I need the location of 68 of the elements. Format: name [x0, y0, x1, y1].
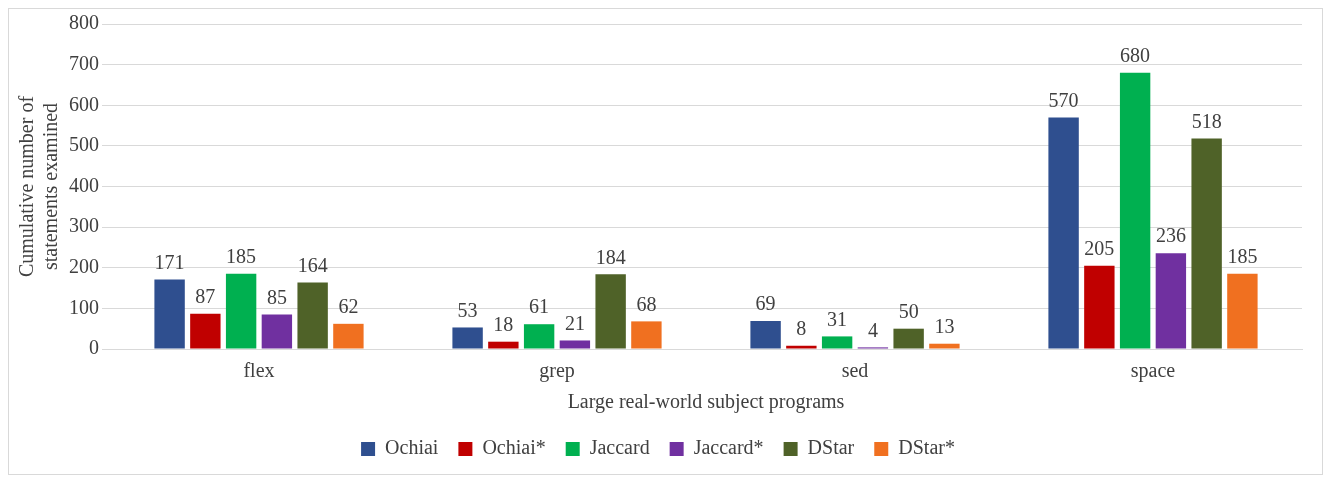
bar [523, 324, 555, 349]
bar [750, 320, 781, 349]
bar [261, 314, 293, 349]
bar [225, 273, 257, 349]
data-label: 171 [154, 250, 185, 273]
legend-label: Ochiai* [482, 436, 546, 459]
y-tick-label: 0 [89, 336, 99, 359]
y-tick-label: 200 [69, 255, 99, 277]
y-tick-label: 600 [69, 92, 99, 115]
y-tick-label: 400 [69, 173, 99, 196]
data-label: 87 [195, 284, 216, 307]
y-tick-label: 700 [69, 51, 99, 74]
x-tick-label: space [1130, 359, 1176, 383]
bar [1191, 138, 1222, 349]
bar [488, 341, 519, 349]
legend-label: Ochiai [385, 436, 439, 459]
bar [452, 327, 483, 349]
bar [1119, 72, 1151, 349]
data-label: 68 [636, 292, 657, 315]
data-label: 18 [493, 312, 514, 335]
x-tick-label: grep [539, 359, 575, 383]
bar [929, 343, 960, 349]
data-label: 205 [1084, 236, 1115, 259]
legend-label: Jaccard [589, 436, 650, 459]
bar [154, 279, 185, 349]
bar [786, 345, 817, 349]
bar [1084, 265, 1115, 349]
data-label: 570 [1048, 88, 1079, 111]
legend-label: DStar [807, 436, 855, 459]
data-label: 236 [1155, 224, 1186, 247]
bar [1048, 117, 1079, 349]
data-label: 62 [338, 295, 359, 318]
bar [333, 323, 364, 349]
data-label: 21 [564, 311, 585, 334]
data-label: 8 [796, 317, 807, 339]
bar [1227, 273, 1258, 349]
bar [559, 340, 591, 349]
bar [821, 336, 853, 349]
bar [631, 321, 662, 349]
data-label: 50 [898, 299, 919, 322]
data-label: 31 [827, 307, 848, 330]
data-label: 53 [457, 298, 478, 321]
data-label: 184 [595, 245, 626, 268]
y-tick-label: 800 [69, 11, 99, 34]
data-label: 85 [266, 285, 287, 308]
bar [297, 282, 328, 349]
x-tick-label: sed [841, 359, 869, 382]
data-label: 4 [867, 318, 878, 341]
bar [1155, 253, 1187, 349]
x-tick-label: flex [243, 359, 275, 382]
legend-label: DStar* [898, 436, 955, 459]
legend-label: Jaccard* [693, 436, 764, 459]
y-tick-label: 300 [69, 214, 99, 237]
data-label: 164 [297, 253, 328, 276]
y-tick-label: 500 [69, 133, 99, 156]
bar [190, 313, 221, 349]
bar [893, 328, 924, 349]
data-label: 185 [1227, 245, 1258, 268]
x-axis-title: Large real-world subject programs [567, 390, 845, 414]
data-label: 185 [226, 245, 257, 268]
data-label: 518 [1191, 109, 1222, 132]
data-label: 13 [934, 314, 955, 337]
data-label: 61 [529, 295, 550, 318]
data-label: 680 [1120, 44, 1151, 66]
data-label: 69 [755, 292, 776, 315]
bar [595, 274, 626, 349]
y-tick-label: 100 [69, 295, 99, 318]
y-axis-title: Cumulative number of statements examined [15, 95, 62, 278]
